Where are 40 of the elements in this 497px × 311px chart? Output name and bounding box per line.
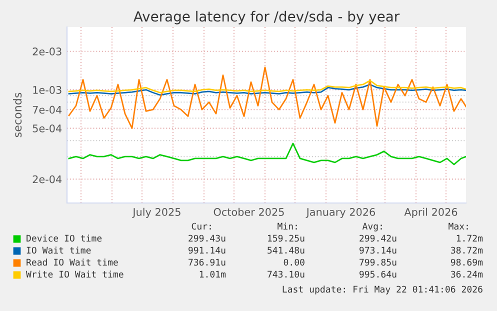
y-axis-title: seconds bbox=[13, 92, 22, 138]
text: Min: bbox=[278, 222, 297, 230]
text: 299.43u bbox=[188, 234, 226, 242]
text: 973.14u bbox=[360, 246, 396, 254]
legend-label: Write IO Wait time bbox=[26, 270, 124, 278]
text: 1.72m bbox=[456, 234, 483, 242]
text: 299.42u bbox=[360, 234, 396, 242]
line-series bbox=[68, 80, 466, 94]
y-tick-label: 1e-03 bbox=[33, 86, 62, 94]
text: 736.91u bbox=[188, 258, 226, 266]
text: 159.25u bbox=[268, 234, 304, 242]
chart-title: Average latency for /dev/sda - by year bbox=[134, 10, 400, 24]
y-tick-label: 5e-04 bbox=[32, 124, 62, 132]
line-series bbox=[68, 66, 466, 129]
y-tick-label: 2e-03 bbox=[32, 48, 62, 56]
legend-label: Device IO time bbox=[26, 234, 102, 242]
text: Max: bbox=[448, 222, 468, 230]
text: 995.64u bbox=[360, 270, 396, 278]
line-series bbox=[68, 142, 466, 166]
text: Cur: bbox=[192, 222, 211, 230]
y-tick-label: 2e-04 bbox=[32, 175, 62, 184]
legend-label: IO Wait time bbox=[26, 246, 91, 254]
legend-label: Read IO Wait time bbox=[26, 258, 118, 266]
line-series bbox=[68, 84, 466, 96]
x-tick-label: January 2026 bbox=[306, 208, 375, 218]
text: Avg: bbox=[362, 222, 382, 232]
text: 991.14u bbox=[188, 246, 226, 254]
y-tick-label: 7e-04 bbox=[32, 106, 62, 114]
text: 0.00 bbox=[284, 258, 304, 266]
text: 1.01m bbox=[200, 270, 226, 278]
text: 98.69m bbox=[450, 258, 483, 266]
x-tick-label: April 2026 bbox=[404, 208, 458, 218]
text: 541.48u bbox=[268, 246, 304, 254]
text: Last update: Fri May 22 01:41:06 2026 bbox=[282, 286, 482, 294]
text: 799.85u bbox=[360, 258, 396, 266]
x-tick-label: October 2025 bbox=[214, 208, 284, 216]
text: 743.10u bbox=[268, 270, 304, 278]
x-tick-label: July 2025 bbox=[132, 208, 180, 218]
text: 38.72m bbox=[450, 246, 483, 254]
text: 36.24m bbox=[450, 270, 483, 278]
